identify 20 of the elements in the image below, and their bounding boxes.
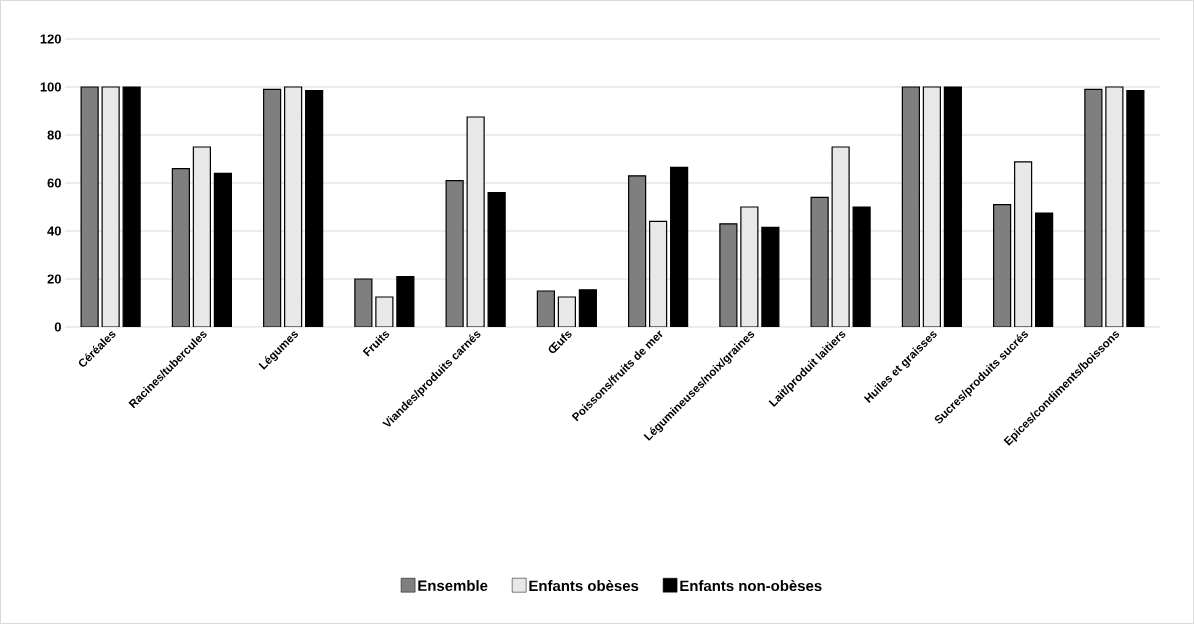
bar [628,175,647,327]
bar [649,220,668,327]
bar [901,86,920,327]
bar [1014,161,1033,327]
bar [171,167,190,327]
y-tick-label: 100 [40,82,61,92]
y-tick-label: 120 [40,34,61,44]
bar [192,146,211,327]
legend-label: Enfants non-obèses [680,579,822,592]
legend-label: Ensemble [418,580,488,592]
bar [263,88,282,327]
bar [922,86,941,327]
y-tick-label: 60 [47,178,61,188]
y-tick-label: 20 [47,274,61,284]
y-tick-label: 80 [47,130,61,140]
y-tick-label: 0 [54,322,61,332]
bar [284,86,303,327]
bar [993,203,1012,327]
legend-label: Enfants obèses [529,579,639,592]
y-tick-label: 40 [47,226,61,236]
